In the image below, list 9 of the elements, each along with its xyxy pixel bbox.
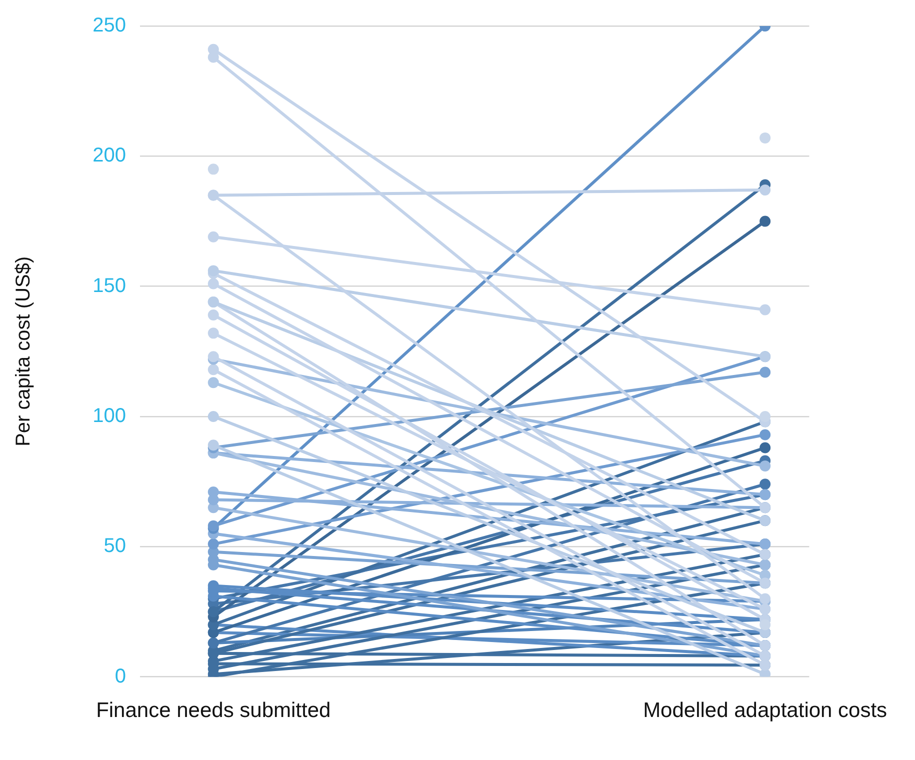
y-tick-label: 0	[114, 665, 126, 688]
y-tick-label: 50	[104, 535, 126, 558]
y-tick-label: 200	[92, 144, 126, 167]
y-tick-label: 150	[92, 274, 126, 297]
y-tick-label: 250	[92, 14, 126, 37]
y-axis-title: Per capita cost (US$)	[12, 256, 35, 446]
x-tick-label: Finance needs submitted	[96, 699, 331, 722]
x-tick-label: Modelled adaptation costs	[643, 699, 888, 722]
y-tick-label: 100	[92, 404, 126, 427]
